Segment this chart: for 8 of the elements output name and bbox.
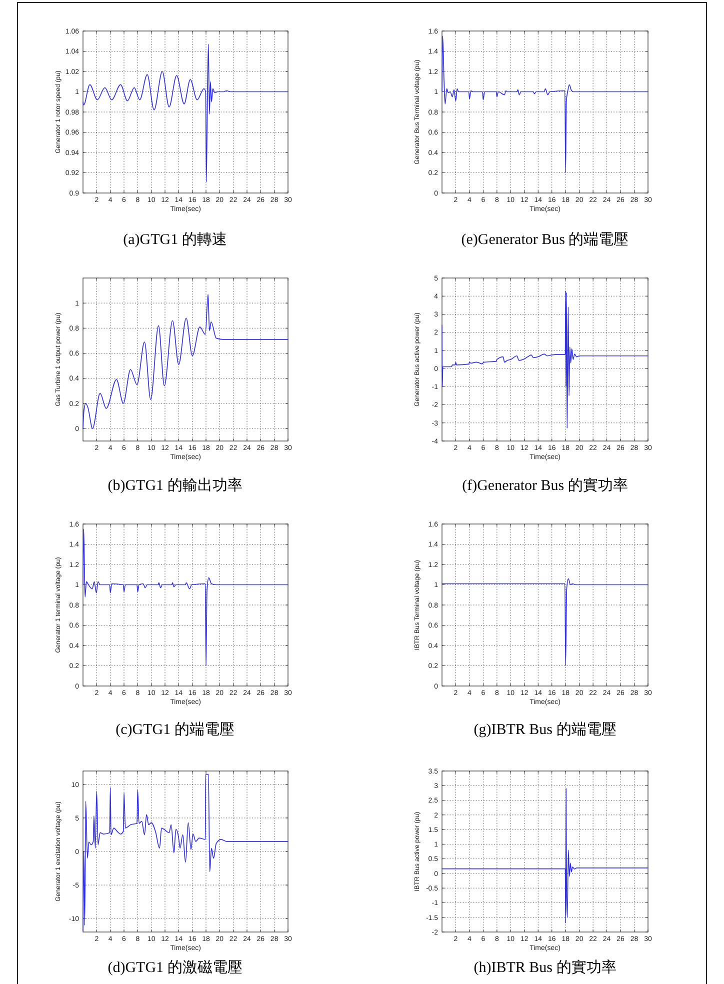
text: (b)GTG1 的輸出功率 bbox=[108, 477, 242, 494]
text: (c)GTG1 的端電壓 bbox=[116, 721, 234, 738]
text: (d)GTG1 的激磁電壓 bbox=[108, 959, 242, 976]
text: (a)GTG1 的轉速 bbox=[123, 231, 227, 248]
text: (f)Generator Bus 的實功率 bbox=[462, 477, 628, 494]
text: (e)Generator Bus 的端電壓 bbox=[461, 231, 629, 248]
text: (g)IBTR Bus 的端電壓 bbox=[474, 721, 616, 738]
text: (h)IBTR Bus 的實功率 bbox=[474, 959, 616, 976]
